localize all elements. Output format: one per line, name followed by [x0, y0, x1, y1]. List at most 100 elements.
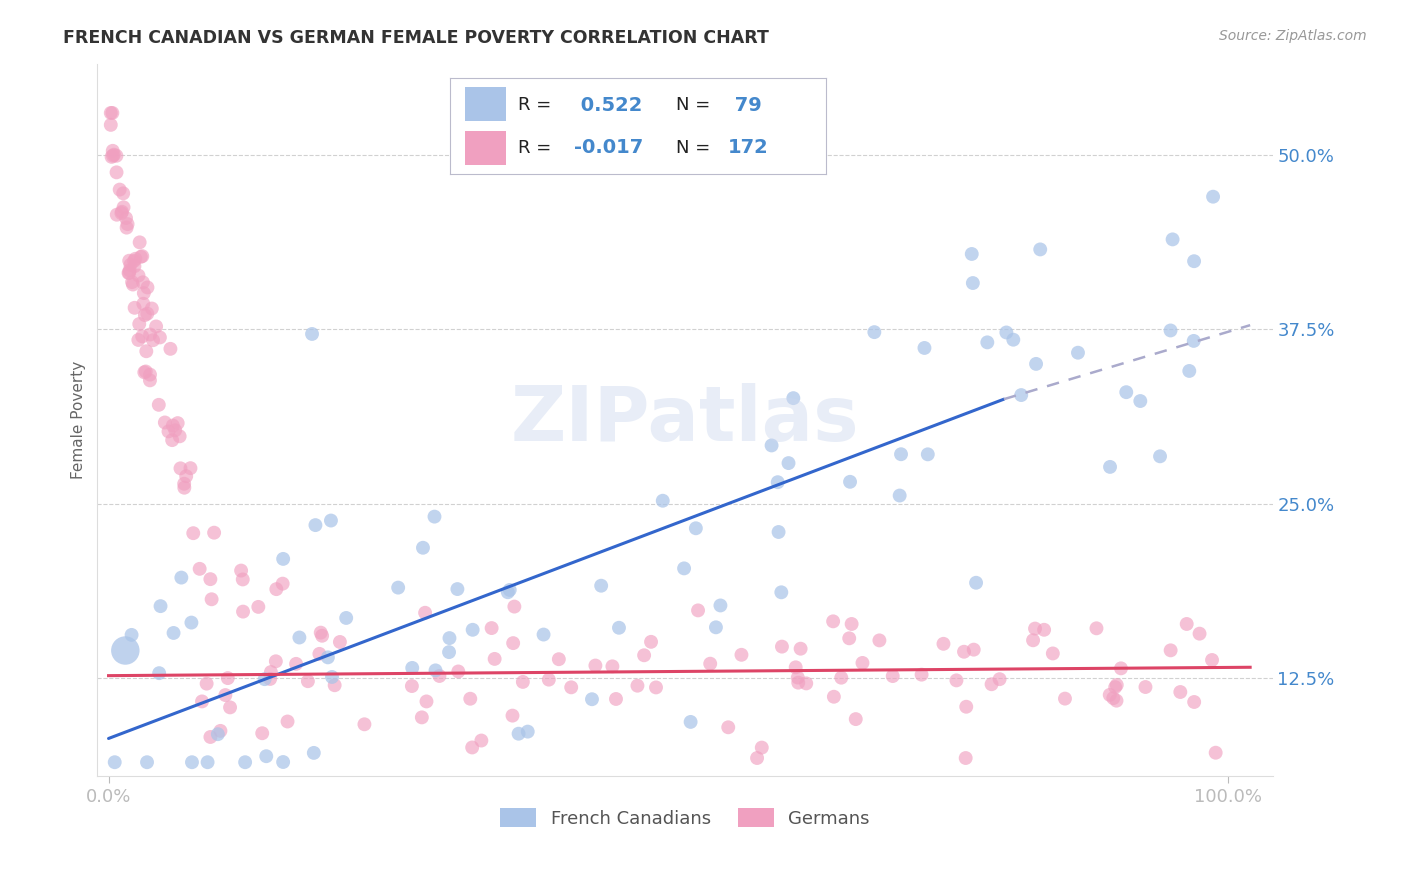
- Point: [607, 621, 630, 635]
- Point: [645, 681, 668, 695]
- Point: [181, 526, 204, 541]
- Point: [253, 672, 276, 686]
- Point: [266, 582, 288, 596]
- Point: [686, 603, 709, 617]
- Point: [751, 740, 773, 755]
- Point: [103, 147, 125, 161]
- Point: [145, 319, 167, 334]
- Point: [960, 247, 983, 261]
- Point: [910, 667, 932, 681]
- Point: [1085, 621, 1108, 635]
- Point: [160, 433, 183, 447]
- Point: [823, 690, 845, 704]
- Point: [633, 648, 655, 663]
- Point: [131, 249, 153, 263]
- Point: [415, 694, 437, 708]
- Point: [302, 746, 325, 760]
- Point: [169, 461, 191, 475]
- Point: [166, 416, 188, 430]
- Point: [329, 635, 352, 649]
- Point: [1105, 693, 1128, 707]
- Point: [1161, 232, 1184, 246]
- Point: [288, 631, 311, 645]
- Point: [1182, 254, 1205, 268]
- Point: [1129, 394, 1152, 409]
- Legend: French Canadians, Germans: French Canadians, Germans: [494, 801, 877, 835]
- Point: [1182, 334, 1205, 348]
- Point: [447, 665, 470, 679]
- Point: [1042, 647, 1064, 661]
- Point: [1022, 633, 1045, 648]
- Point: [136, 307, 159, 321]
- Point: [512, 674, 534, 689]
- Point: [304, 518, 326, 533]
- Point: [1168, 685, 1191, 699]
- Point: [104, 756, 127, 770]
- Point: [170, 571, 193, 585]
- Point: [387, 581, 409, 595]
- Y-axis label: Female Poverty: Female Poverty: [72, 361, 86, 479]
- Point: [955, 699, 977, 714]
- Point: [200, 572, 222, 586]
- Point: [963, 642, 986, 657]
- Point: [232, 573, 254, 587]
- Point: [131, 329, 153, 343]
- Point: [889, 489, 911, 503]
- Point: [914, 341, 936, 355]
- Point: [583, 658, 606, 673]
- Point: [128, 317, 150, 331]
- Point: [247, 599, 270, 614]
- Point: [770, 585, 793, 599]
- Point: [785, 660, 807, 674]
- Point: [188, 562, 211, 576]
- Point: [127, 333, 149, 347]
- Point: [139, 368, 162, 382]
- Point: [516, 724, 538, 739]
- Point: [191, 694, 214, 708]
- Point: [605, 692, 627, 706]
- Point: [626, 679, 648, 693]
- Point: [679, 714, 702, 729]
- Point: [136, 280, 159, 294]
- Point: [323, 678, 346, 692]
- Point: [955, 751, 977, 765]
- Point: [316, 650, 339, 665]
- Point: [195, 676, 218, 690]
- Point: [768, 524, 790, 539]
- Point: [782, 391, 804, 405]
- Point: [128, 235, 150, 250]
- Point: [100, 150, 122, 164]
- Point: [115, 211, 138, 225]
- Point: [118, 253, 141, 268]
- Point: [214, 688, 236, 702]
- Point: [965, 575, 987, 590]
- Point: [105, 165, 128, 179]
- Point: [277, 714, 299, 729]
- Point: [311, 629, 333, 643]
- Point: [470, 733, 492, 747]
- Point: [823, 615, 845, 629]
- Point: [841, 617, 863, 632]
- Point: [259, 672, 281, 686]
- Point: [271, 755, 294, 769]
- Point: [120, 258, 142, 272]
- Point: [117, 266, 139, 280]
- Point: [446, 582, 468, 596]
- Point: [260, 665, 283, 679]
- Point: [412, 541, 434, 555]
- Point: [115, 220, 138, 235]
- Point: [845, 712, 868, 726]
- Point: [232, 605, 254, 619]
- Point: [111, 204, 134, 219]
- Point: [461, 740, 484, 755]
- Point: [162, 626, 184, 640]
- Point: [148, 666, 170, 681]
- Point: [139, 373, 162, 387]
- Point: [1033, 623, 1056, 637]
- Point: [411, 710, 433, 724]
- Point: [112, 186, 135, 201]
- Point: [174, 469, 197, 483]
- Point: [114, 643, 136, 657]
- Point: [778, 456, 800, 470]
- Point: [401, 661, 423, 675]
